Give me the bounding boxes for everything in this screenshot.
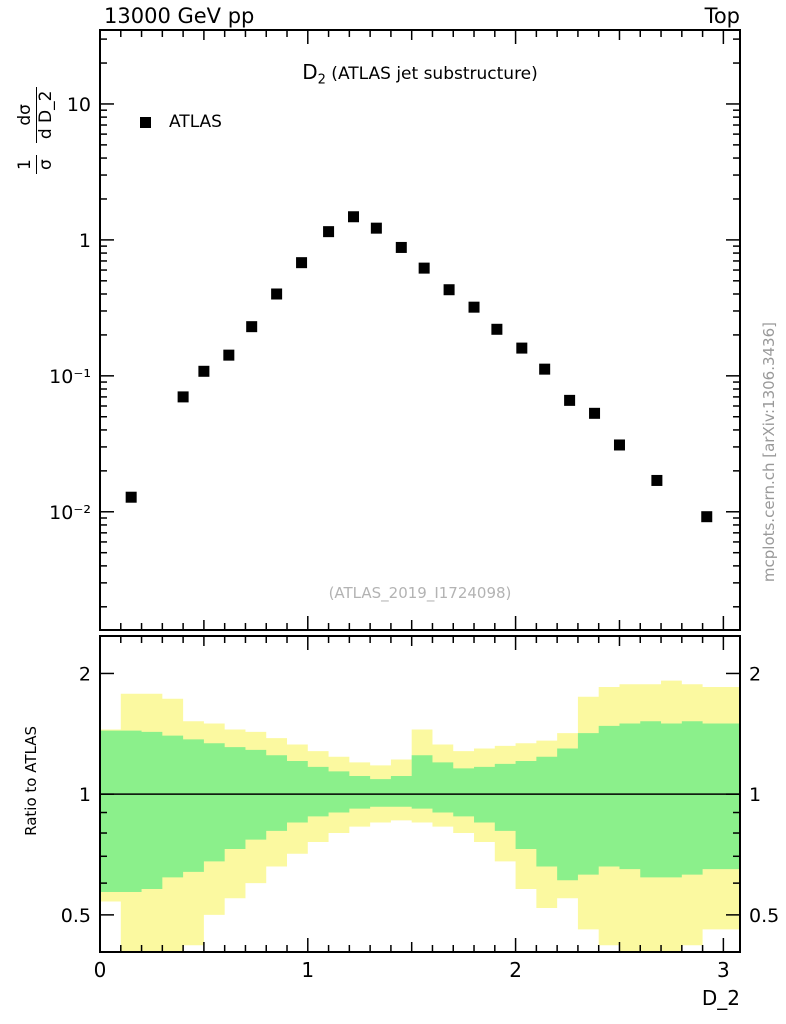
data-point [613, 439, 625, 451]
svg-text:2: 2 [749, 663, 761, 685]
header-process: Top [704, 4, 740, 28]
plot-title-observable: D [302, 60, 318, 84]
svg-text:1: 1 [79, 784, 91, 806]
plot-title-subscript: 2 [317, 72, 326, 88]
analysis-id-watermark: (ATLAS_2019_I1724098) [328, 584, 512, 602]
svg-text:0.5: 0.5 [749, 905, 779, 927]
data-point [296, 257, 308, 269]
data-point [177, 391, 189, 403]
data-point [125, 491, 137, 503]
svg-text:1: 1 [301, 958, 314, 982]
legend-square-marker-icon [140, 116, 151, 128]
data-point [323, 226, 335, 238]
main-y-axis-label: 1 σ dσ d D_2 [15, 86, 56, 174]
data-point [418, 262, 430, 274]
header-beam-energy: 13000 GeV pp [104, 4, 255, 28]
x-axis-label: D_2 [701, 986, 740, 1010]
plot-title: D2 (ATLAS jet substructure) [100, 60, 740, 87]
data-point [395, 241, 407, 253]
data-point [223, 349, 235, 361]
ratio-plot-frame [99, 635, 741, 953]
legend-label: ATLAS [169, 112, 222, 132]
svg-text:3: 3 [717, 958, 730, 982]
svg-text:1: 1 [79, 230, 91, 252]
data-point [468, 301, 480, 313]
plot-title-description: (ATLAS jet substructure) [325, 64, 538, 84]
ratio-bands [100, 680, 740, 952]
data-point [564, 394, 576, 406]
data-points-atlas [125, 211, 713, 523]
svg-text:10: 10 [67, 94, 91, 116]
band-stat-uncertainty [100, 721, 740, 893]
data-point [516, 342, 528, 354]
data-point [491, 323, 503, 335]
svg-text:1: 1 [749, 784, 761, 806]
data-point [589, 407, 601, 419]
svg-text:0: 0 [94, 958, 107, 982]
svg-text:10⁻²: 10⁻² [49, 502, 91, 524]
data-point [348, 211, 360, 223]
data-point [539, 363, 551, 375]
legend: ATLAS [140, 112, 222, 132]
data-point [271, 288, 283, 300]
data-point [246, 321, 258, 333]
data-point [370, 222, 382, 234]
svg-text:10⁻¹: 10⁻¹ [49, 366, 91, 388]
ylabel-fraction-2: dσ d D_2 [15, 86, 56, 144]
mcplots-reference-note: mcplots.cern.ch [arXiv:1306.3436] [760, 322, 778, 583]
data-point [701, 511, 713, 523]
svg-text:2: 2 [509, 958, 522, 982]
main-plot-frame [99, 29, 741, 631]
ratio-axis-ticks: 0.5 0.5 1 1 2 2 0 1 2 3 [61, 636, 779, 982]
data-point [443, 284, 455, 296]
main-axis-ticks: 10⁻² 10⁻¹ 1 10 [49, 30, 740, 630]
ylabel-fraction-1: 1 σ [15, 155, 56, 174]
svg-text:0.5: 0.5 [61, 905, 91, 927]
data-point [651, 474, 663, 486]
data-point [198, 365, 210, 377]
svg-text:2: 2 [79, 663, 91, 685]
ratio-y-axis-label: Ratio to ATLAS [22, 726, 40, 836]
